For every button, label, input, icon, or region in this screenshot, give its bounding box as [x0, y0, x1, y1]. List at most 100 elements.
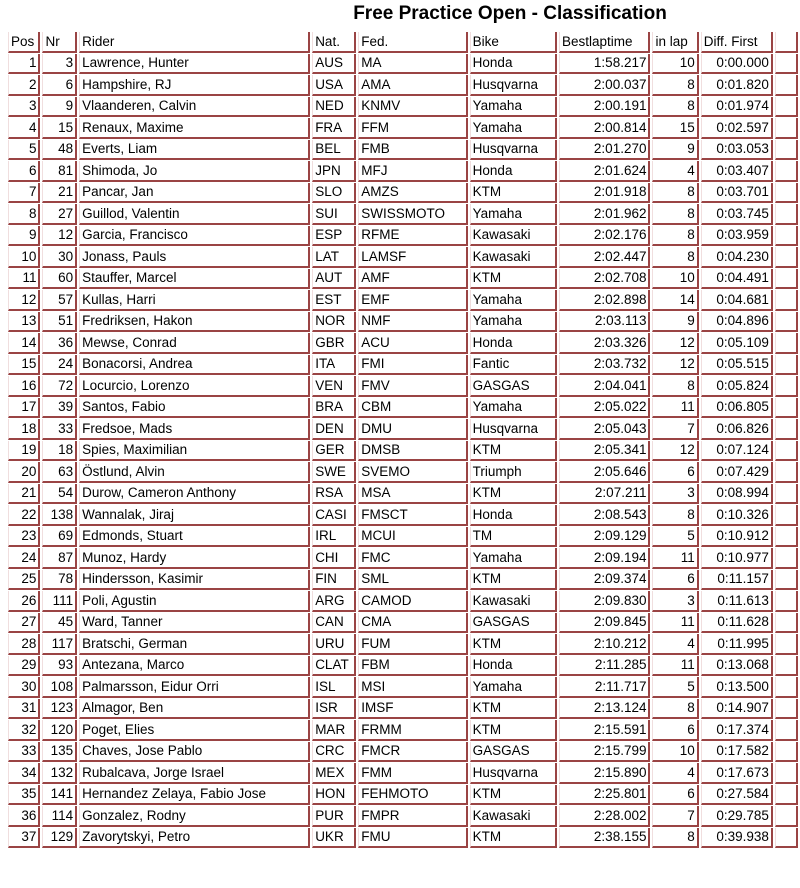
- cell-diff-first: 0:04.681: [700, 290, 773, 311]
- cell-bestlaptime: 2:09.845: [558, 612, 651, 633]
- cell-bike: Yamaha: [469, 290, 557, 311]
- cell-nr: 12: [42, 225, 78, 246]
- cell-bike: KTM: [469, 720, 557, 741]
- cell-rider: Kullas, Harri: [79, 290, 311, 311]
- cell-rider: Spies, Maximilian: [79, 440, 311, 461]
- cell-in-lap: 8: [652, 505, 699, 526]
- cell-extra: [774, 698, 798, 719]
- cell-in-lap: 9: [652, 139, 699, 160]
- cell-diff-first: 0:17.673: [700, 763, 773, 784]
- cell-rider: Antezana, Marco: [79, 655, 311, 676]
- table-row: 6 81 Shimoda, Jo JPN MFJ Honda 2:01.624 4 0:03.4…: [8, 161, 798, 182]
- cell-bestlaptime: 2:03.113: [558, 311, 651, 332]
- cell-nat: GBR: [312, 333, 357, 354]
- table-row: 14 36 Mewse, Conrad GBR ACU Honda 2:03.326 12 0:…: [8, 333, 798, 354]
- cell-nr: 36: [42, 333, 78, 354]
- cell-bestlaptime: 2:01.918: [558, 182, 651, 203]
- cell-diff-first: 0:04.491: [700, 268, 773, 289]
- cell-fed: MSI: [358, 677, 468, 698]
- cell-rider: Poget, Elies: [79, 720, 311, 741]
- cell-nat: UKR: [312, 827, 357, 848]
- cell-rider: Ward, Tanner: [79, 612, 311, 633]
- cell-pos: 12: [8, 290, 41, 311]
- cell-bike: Kawasaki: [469, 591, 557, 612]
- cell-pos: 35: [8, 784, 41, 805]
- table-row: 3 9 Vlaanderen, Calvin NED KNMV Yamaha 2:00.19…: [8, 96, 798, 117]
- column-header-extra: [774, 32, 798, 53]
- cell-extra: [774, 419, 798, 440]
- cell-diff-first: 0:05.824: [700, 376, 773, 397]
- cell-diff-first: 0:03.701: [700, 182, 773, 203]
- cell-nat: GER: [312, 440, 357, 461]
- cell-in-lap: 11: [652, 548, 699, 569]
- cell-pos: 36: [8, 806, 41, 827]
- cell-bestlaptime: 2:08.543: [558, 505, 651, 526]
- cell-nr: 18: [42, 440, 78, 461]
- cell-bestlaptime: 2:03.326: [558, 333, 651, 354]
- cell-bike: Yamaha: [469, 96, 557, 117]
- cell-diff-first: 0:10.977: [700, 548, 773, 569]
- cell-diff-first: 0:03.959: [700, 225, 773, 246]
- cell-bike: GASGAS: [469, 376, 557, 397]
- cell-bestlaptime: 2:09.129: [558, 526, 651, 547]
- cell-extra: [774, 440, 798, 461]
- cell-nr: 78: [42, 569, 78, 590]
- cell-fed: DMU: [358, 419, 468, 440]
- cell-bike: KTM: [469, 440, 557, 461]
- cell-extra: [774, 763, 798, 784]
- cell-nr: 6: [42, 75, 78, 96]
- cell-nr: 63: [42, 462, 78, 483]
- cell-pos: 16: [8, 376, 41, 397]
- cell-pos: 15: [8, 354, 41, 375]
- cell-pos: 13: [8, 311, 41, 332]
- cell-bike: TM: [469, 526, 557, 547]
- table-row: 9 12 Garcia, Francisco ESP RFME Kawasaki 2:02.…: [8, 225, 798, 246]
- table-row: 27 45 Ward, Tanner CAN CMA GASGAS 2:09.845 11 0:…: [8, 612, 798, 633]
- cell-bestlaptime: 2:11.285: [558, 655, 651, 676]
- column-header-rider: Rider: [79, 32, 311, 53]
- cell-nat: DEN: [312, 419, 357, 440]
- cell-extra: [774, 634, 798, 655]
- cell-fed: SWISSMOTO: [358, 204, 468, 225]
- cell-diff-first: 0:04.896: [700, 311, 773, 332]
- cell-fed: AMA: [358, 75, 468, 96]
- cell-nat: BRA: [312, 397, 357, 418]
- cell-diff-first: 0:06.805: [700, 397, 773, 418]
- cell-rider: Gonzalez, Rodny: [79, 806, 311, 827]
- cell-rider: Everts, Liam: [79, 139, 311, 160]
- cell-fed: IMSF: [358, 698, 468, 719]
- cell-fed: SML: [358, 569, 468, 590]
- cell-nr: 9: [42, 96, 78, 117]
- cell-extra: [774, 462, 798, 483]
- cell-in-lap: 6: [652, 462, 699, 483]
- cell-rider: Locurcio, Lorenzo: [79, 376, 311, 397]
- cell-in-lap: 12: [652, 440, 699, 461]
- cell-diff-first: 0:13.068: [700, 655, 773, 676]
- cell-pos: 32: [8, 720, 41, 741]
- cell-fed: MCUI: [358, 526, 468, 547]
- cell-extra: [774, 118, 798, 139]
- cell-pos: 23: [8, 526, 41, 547]
- cell-pos: 6: [8, 161, 41, 182]
- table-row: 15 24 Bonacorsi, Andrea ITA FMI Fantic 2:03.73…: [8, 354, 798, 375]
- cell-nr: 132: [42, 763, 78, 784]
- cell-fed: AMZS: [358, 182, 468, 203]
- cell-fed: EMF: [358, 290, 468, 311]
- cell-diff-first: 0:10.912: [700, 526, 773, 547]
- cell-bestlaptime: 2:38.155: [558, 827, 651, 848]
- cell-bestlaptime: 2:09.374: [558, 569, 651, 590]
- cell-nr: 114: [42, 806, 78, 827]
- cell-pos: 28: [8, 634, 41, 655]
- cell-nat: AUT: [312, 268, 357, 289]
- cell-bestlaptime: 2:07.211: [558, 483, 651, 504]
- cell-pos: 25: [8, 569, 41, 590]
- cell-nr: 15: [42, 118, 78, 139]
- cell-fed: FMV: [358, 376, 468, 397]
- cell-fed: FMSCT: [358, 505, 468, 526]
- column-header-pos: Pos: [8, 32, 41, 53]
- cell-extra: [774, 53, 798, 74]
- cell-rider: Fredsoe, Mads: [79, 419, 311, 440]
- table-row: 2 6 Hampshire, RJ USA AMA Husqvarna 2:00.037 8 0…: [8, 75, 798, 96]
- cell-diff-first: 0:06.826: [700, 419, 773, 440]
- cell-fed: FFM: [358, 118, 468, 139]
